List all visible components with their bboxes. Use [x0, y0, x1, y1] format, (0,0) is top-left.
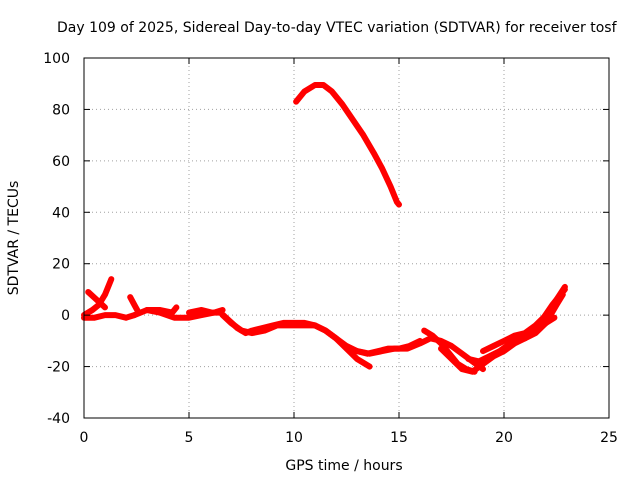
y-tick-label: 40 — [52, 205, 70, 221]
y-tick-label: 100 — [43, 51, 70, 67]
y-tick-label: -40 — [47, 411, 70, 427]
chart-title: Day 109 of 2025, Sidereal Day-to-day VTE… — [57, 20, 618, 36]
y-tick-label: 60 — [52, 154, 70, 170]
y-tick-label: 0 — [61, 308, 70, 324]
x-axis-title: GPS time / hours — [285, 458, 402, 474]
series-track-16 — [501, 314, 558, 352]
series-satellite-track-upper — [293, 82, 402, 208]
series-track-3 — [81, 312, 138, 321]
x-tick-label: 15 — [390, 430, 408, 446]
y-tick-label: -20 — [47, 360, 70, 376]
series-track-7 — [186, 307, 224, 316]
series-track-11 — [354, 335, 486, 373]
data-series — [81, 82, 568, 375]
plot-frame — [83, 57, 610, 419]
x-tick-label: 20 — [495, 430, 513, 446]
y-tick-label: 80 — [52, 102, 70, 118]
series-track-2 — [85, 289, 108, 311]
x-tick-label: 25 — [600, 430, 618, 446]
x-tick-label: 10 — [285, 430, 303, 446]
y-axis-title: SDTVAR / TECUs — [6, 181, 22, 296]
series-track-15 — [480, 283, 568, 355]
axis-ticks: 0 5 10 15 20 25 -40 -20 0 20 40 60 80 100 — [43, 51, 618, 446]
x-tick-label: 5 — [185, 430, 194, 446]
series-track-4 — [127, 294, 142, 316]
grid-lines — [84, 58, 609, 418]
y-tick-label: 20 — [52, 257, 70, 273]
x-tick-label: 0 — [80, 430, 89, 446]
